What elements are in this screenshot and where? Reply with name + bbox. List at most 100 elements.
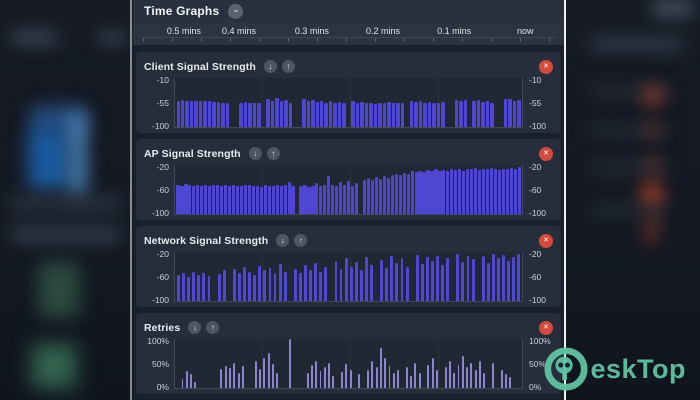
chart-bar — [311, 99, 315, 127]
chart-bar-gap — [337, 387, 339, 388]
chart-bar-gap — [401, 387, 403, 388]
chart-bar — [328, 362, 331, 388]
chart-bar — [315, 183, 319, 214]
chart-bar-gap — [375, 300, 378, 301]
chart-bar — [505, 169, 509, 214]
y-tick-label: 100% — [147, 336, 169, 346]
chart-bar-gap — [281, 387, 283, 388]
chart-bar-gap — [468, 126, 471, 127]
chart-bar-gap — [235, 126, 238, 127]
chart-bar — [394, 173, 398, 214]
chart-bar — [176, 100, 180, 127]
background-blob — [642, 184, 662, 202]
y-tick-label: -20 — [156, 162, 169, 172]
chart-bar — [379, 347, 382, 388]
chart-bar — [248, 271, 252, 301]
close-panel-button[interactable]: ✕ — [539, 146, 553, 161]
background-blob — [590, 206, 670, 214]
chart-bar-gap — [298, 387, 300, 388]
chart-bar-gap — [216, 387, 218, 388]
time-graphs-header: Time Graphs ⌄ — [133, 0, 564, 22]
move-down-button[interactable]: ↓ — [188, 321, 202, 334]
close-panel-button[interactable]: ✕ — [539, 320, 553, 335]
chart-bar — [406, 174, 410, 214]
chart-bar — [391, 102, 396, 127]
chart-bar — [259, 187, 263, 214]
chart-bar — [457, 365, 460, 388]
chart-bar — [492, 362, 494, 388]
move-up-button[interactable]: ↑ — [206, 321, 220, 334]
chart-bar — [409, 100, 414, 127]
chart-bar-gap — [450, 126, 453, 127]
chart-bar — [431, 261, 434, 301]
chart-bar — [298, 273, 302, 301]
chart-bar — [466, 367, 469, 388]
y-axis-left: -10 -55 -100 — [144, 75, 174, 131]
background-blob — [644, 228, 658, 240]
chart-bar — [493, 168, 498, 214]
chart-bar — [258, 266, 262, 301]
y-axis-right: -20 -60 -100 — [523, 249, 553, 305]
chart-bar — [217, 274, 221, 301]
chart-bar — [370, 180, 375, 214]
chart-bar — [196, 184, 200, 214]
chart-bar — [427, 101, 432, 127]
chart-bar — [222, 270, 226, 301]
chart-bar — [275, 184, 279, 214]
chart-bar — [384, 357, 387, 388]
chart-bar — [220, 185, 224, 214]
chart-bar — [364, 103, 369, 127]
watermark: eskTop — [543, 346, 686, 392]
move-up-button[interactable]: ↑ — [281, 60, 295, 73]
chart-bar — [414, 101, 418, 127]
chart-bar — [438, 170, 442, 214]
move-down-button[interactable]: ↓ — [263, 60, 277, 73]
chart-bar — [442, 169, 446, 214]
chart-bar — [497, 169, 502, 214]
chart-panel-network-signal: Network Signal Strength ↓ ↑ ✕ -20 -60 -1… — [136, 226, 561, 307]
chart-panel-ap-signal: AP Signal Strength ↓ ↑ ✕ -20 -60 -100 -2… — [136, 139, 561, 220]
y-tick-label: 50% — [151, 359, 169, 369]
chart-bar — [396, 103, 400, 127]
chart-bar — [207, 101, 212, 127]
chart-bar — [339, 269, 343, 301]
chart-bar — [184, 184, 188, 214]
chart-bar — [431, 357, 434, 388]
chart-bar-gap — [405, 126, 408, 127]
chart-bar — [395, 263, 399, 301]
chart-bar-gap — [423, 387, 425, 388]
move-up-button[interactable]: ↑ — [294, 234, 308, 247]
chevron-down-icon: ⌄ — [232, 4, 240, 14]
chart-bar — [478, 169, 482, 214]
chart-bar — [315, 101, 319, 127]
move-down-button[interactable]: ↓ — [248, 147, 262, 160]
chart-bar — [323, 367, 326, 388]
chart-bar — [204, 185, 208, 214]
chart-bar — [373, 103, 378, 127]
chart-bar — [343, 185, 347, 214]
chart-bar — [354, 183, 359, 214]
close-panel-button[interactable]: ✕ — [539, 59, 553, 74]
chart-bar — [253, 274, 257, 301]
chart-bar — [444, 367, 447, 388]
chart-bar-gap — [285, 387, 287, 388]
chart-area: -10 -55 -100 -10 -55 -100 — [144, 75, 553, 131]
background-blob — [588, 38, 684, 50]
move-down-button[interactable]: ↓ — [276, 234, 290, 247]
timeline-label: 0.5 mins — [166, 26, 201, 36]
chart-bar-gap — [177, 387, 179, 388]
chart-bar-gap — [514, 387, 516, 388]
chart-bar — [182, 273, 186, 301]
chart-bar — [382, 103, 387, 127]
chart-bar — [425, 256, 429, 301]
scrollbar[interactable] — [564, 0, 566, 400]
chart-bar-gap — [212, 387, 214, 388]
close-panel-button[interactable]: ✕ — [539, 233, 553, 248]
chart-bar — [311, 185, 315, 214]
chart-bar-gap — [518, 387, 520, 388]
y-axis-right: 100% 50% 0% — [523, 336, 553, 392]
move-up-button[interactable]: ↑ — [266, 147, 280, 160]
y-axis-right: -10 -55 -100 — [523, 75, 553, 131]
collapse-button[interactable]: ⌄ — [228, 3, 244, 19]
chart-bar — [508, 98, 512, 127]
